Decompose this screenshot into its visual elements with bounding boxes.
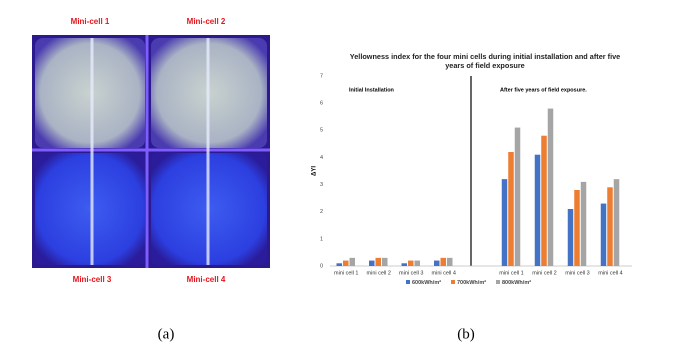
bar [349, 257, 355, 266]
bar [369, 260, 375, 266]
bar [580, 181, 587, 266]
bar [607, 187, 613, 266]
caption: (b) [457, 326, 475, 342]
bar [508, 152, 514, 266]
y-tick-label: 5 [320, 128, 323, 134]
x-tick-label: mini cell 4 [432, 270, 456, 276]
x-tick-label: mini cell 2 [367, 270, 391, 276]
bar [401, 263, 407, 266]
y-tick-label: 7 [320, 73, 323, 79]
legend-label: 800kWh/m² [502, 279, 531, 286]
caption: (a) [158, 326, 175, 342]
x-tick-label: mini cell 3 [399, 270, 423, 276]
y-axis-label: ΔYI [312, 166, 318, 176]
y-tick-label: 3 [320, 182, 323, 188]
x-tick-label: mini cell 1 [499, 270, 523, 276]
x-tick-label: mini cell 3 [565, 270, 589, 276]
legend-swatch [451, 280, 455, 284]
legend-swatch [496, 280, 500, 284]
cell-label: Mini-cell 3 [73, 275, 112, 284]
bar [567, 209, 574, 266]
cell-label: Mini-cell 4 [187, 275, 226, 284]
x-tick-label: mini cell 2 [532, 270, 556, 276]
x-tick-label: mini cell 4 [598, 270, 622, 276]
y-tick-label: 2 [320, 209, 323, 215]
legend-swatch [406, 280, 410, 284]
legend-label: 700kWh/m² [457, 279, 486, 286]
bar [613, 179, 620, 266]
bar [600, 203, 607, 266]
bar [414, 260, 420, 266]
bar [440, 257, 446, 266]
cell-label: Mini-cell 2 [187, 17, 226, 26]
bar [574, 190, 580, 266]
bar [336, 263, 342, 266]
x-tick-label: mini cell 1 [334, 270, 358, 276]
bar [547, 108, 554, 266]
mini-cell [35, 153, 145, 265]
chart-title: Yellowness index for the four mini cells… [349, 52, 621, 70]
bar [447, 257, 453, 266]
legend-label: 600kWh/m² [412, 279, 441, 286]
bar [501, 179, 508, 266]
y-tick-label: 1 [320, 236, 323, 242]
y-tick-label: 4 [320, 155, 323, 161]
bar [382, 257, 388, 266]
bar [434, 260, 440, 266]
y-tick-label: 6 [320, 101, 323, 107]
cell-label: Mini-cell 1 [71, 17, 110, 26]
annotation: Initial Installation [349, 87, 395, 93]
bar [343, 260, 349, 266]
bar [541, 135, 547, 266]
bar [514, 127, 521, 266]
bar [534, 154, 541, 266]
bar [375, 257, 381, 266]
annotation: After five years of field exposure. [500, 87, 587, 93]
mini-cell [35, 38, 145, 148]
y-tick-label: 0 [320, 263, 323, 269]
bar [408, 260, 414, 266]
